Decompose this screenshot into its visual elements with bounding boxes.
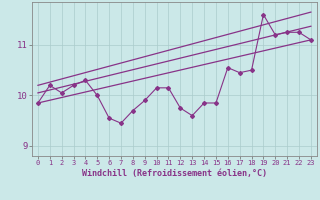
X-axis label: Windchill (Refroidissement éolien,°C): Windchill (Refroidissement éolien,°C) [82,169,267,178]
